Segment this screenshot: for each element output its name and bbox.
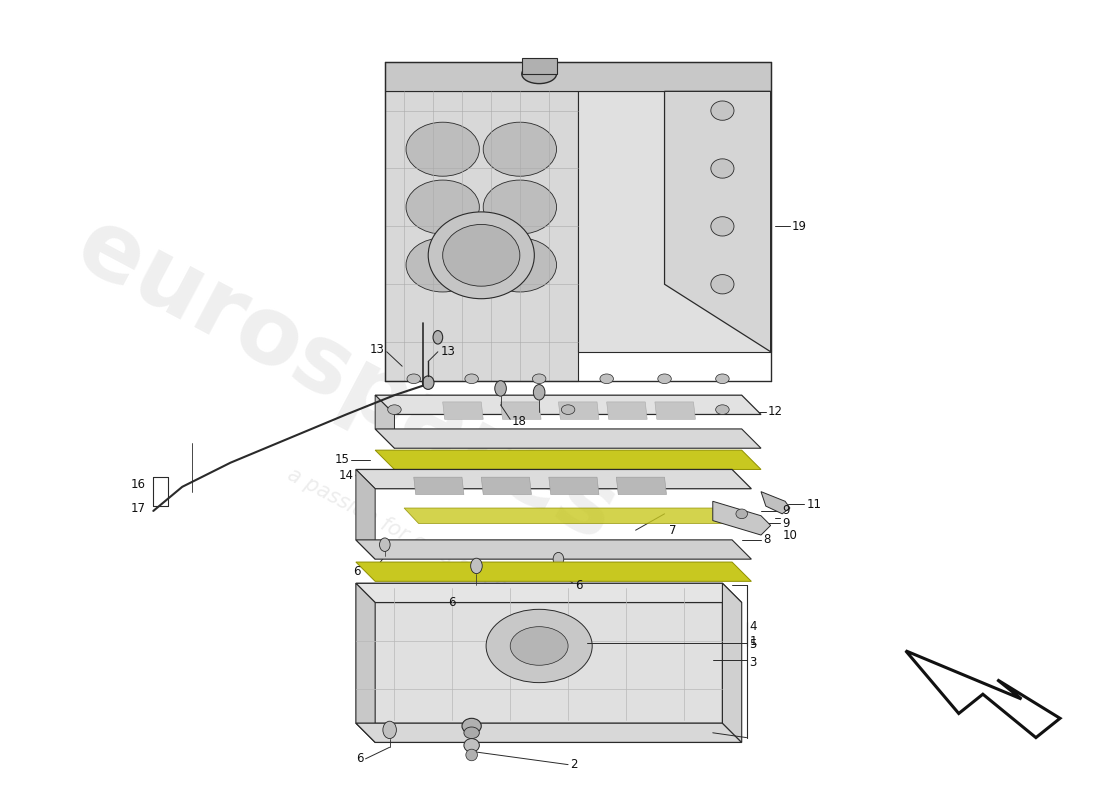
Text: 13: 13 xyxy=(441,346,455,358)
Ellipse shape xyxy=(433,330,442,344)
Ellipse shape xyxy=(483,180,557,234)
Ellipse shape xyxy=(442,225,520,286)
Ellipse shape xyxy=(483,238,557,292)
Polygon shape xyxy=(654,402,695,419)
Polygon shape xyxy=(404,508,727,523)
Ellipse shape xyxy=(465,374,478,384)
Text: 5: 5 xyxy=(749,638,757,650)
Ellipse shape xyxy=(464,727,480,738)
Polygon shape xyxy=(375,395,761,414)
Polygon shape xyxy=(375,395,395,448)
Polygon shape xyxy=(521,58,557,74)
Text: 12: 12 xyxy=(768,405,783,418)
Polygon shape xyxy=(723,583,741,742)
Ellipse shape xyxy=(422,376,435,390)
Text: 11: 11 xyxy=(806,498,822,510)
Polygon shape xyxy=(414,477,464,494)
Ellipse shape xyxy=(711,217,734,236)
Polygon shape xyxy=(356,583,723,723)
Text: 13: 13 xyxy=(370,343,385,356)
Text: 3: 3 xyxy=(749,656,757,669)
Ellipse shape xyxy=(553,553,563,566)
Ellipse shape xyxy=(428,212,535,298)
Text: eurospares: eurospares xyxy=(60,200,631,562)
Polygon shape xyxy=(761,492,790,514)
Polygon shape xyxy=(356,470,751,489)
Ellipse shape xyxy=(534,385,544,400)
Text: 7: 7 xyxy=(670,524,676,537)
Polygon shape xyxy=(356,583,741,602)
Text: 6: 6 xyxy=(448,596,455,609)
Ellipse shape xyxy=(406,122,480,176)
Ellipse shape xyxy=(561,405,575,414)
Text: 14: 14 xyxy=(339,469,354,482)
Polygon shape xyxy=(664,91,771,352)
Polygon shape xyxy=(375,450,761,470)
Polygon shape xyxy=(549,477,600,494)
Ellipse shape xyxy=(711,274,734,294)
Ellipse shape xyxy=(464,738,480,752)
Text: 16: 16 xyxy=(131,478,145,491)
Polygon shape xyxy=(482,477,531,494)
Ellipse shape xyxy=(658,374,671,384)
Ellipse shape xyxy=(495,381,506,396)
Text: 6: 6 xyxy=(353,565,361,578)
Polygon shape xyxy=(713,502,771,535)
Text: 18: 18 xyxy=(513,414,527,428)
Ellipse shape xyxy=(510,626,568,666)
Text: 8: 8 xyxy=(763,534,770,546)
Polygon shape xyxy=(500,402,541,419)
Ellipse shape xyxy=(407,374,420,384)
Text: 17: 17 xyxy=(131,502,145,514)
Ellipse shape xyxy=(486,610,592,682)
Polygon shape xyxy=(385,91,578,381)
Ellipse shape xyxy=(406,180,480,234)
Ellipse shape xyxy=(471,558,482,574)
Text: 19: 19 xyxy=(792,220,807,233)
Polygon shape xyxy=(356,540,751,559)
Text: 10: 10 xyxy=(782,529,797,542)
Ellipse shape xyxy=(483,122,557,176)
Ellipse shape xyxy=(465,749,477,761)
Polygon shape xyxy=(375,429,761,448)
Polygon shape xyxy=(356,583,375,742)
Polygon shape xyxy=(905,650,1060,738)
Ellipse shape xyxy=(379,538,390,551)
Polygon shape xyxy=(616,477,667,494)
Ellipse shape xyxy=(383,722,396,738)
Text: 15: 15 xyxy=(334,454,349,466)
Text: a passion for cars since 1985: a passion for cars since 1985 xyxy=(284,464,563,625)
Polygon shape xyxy=(356,470,375,559)
Ellipse shape xyxy=(716,405,729,414)
Ellipse shape xyxy=(711,159,734,178)
Polygon shape xyxy=(442,402,483,419)
Polygon shape xyxy=(559,402,600,419)
Polygon shape xyxy=(578,91,771,352)
Ellipse shape xyxy=(462,718,482,734)
Polygon shape xyxy=(356,562,751,582)
Text: 6: 6 xyxy=(356,752,364,766)
Ellipse shape xyxy=(387,405,402,414)
Text: 4: 4 xyxy=(749,620,757,633)
Text: 2: 2 xyxy=(570,758,578,771)
Ellipse shape xyxy=(711,101,734,120)
Ellipse shape xyxy=(736,509,748,518)
Ellipse shape xyxy=(406,238,480,292)
Text: 1: 1 xyxy=(749,634,757,648)
Ellipse shape xyxy=(521,64,557,84)
Polygon shape xyxy=(385,62,771,91)
Text: 9: 9 xyxy=(782,517,790,530)
Ellipse shape xyxy=(716,374,729,384)
Text: 9: 9 xyxy=(782,505,790,518)
Polygon shape xyxy=(607,402,647,419)
Text: 6: 6 xyxy=(575,578,582,592)
Ellipse shape xyxy=(532,374,546,384)
Ellipse shape xyxy=(600,374,614,384)
Polygon shape xyxy=(356,723,741,742)
